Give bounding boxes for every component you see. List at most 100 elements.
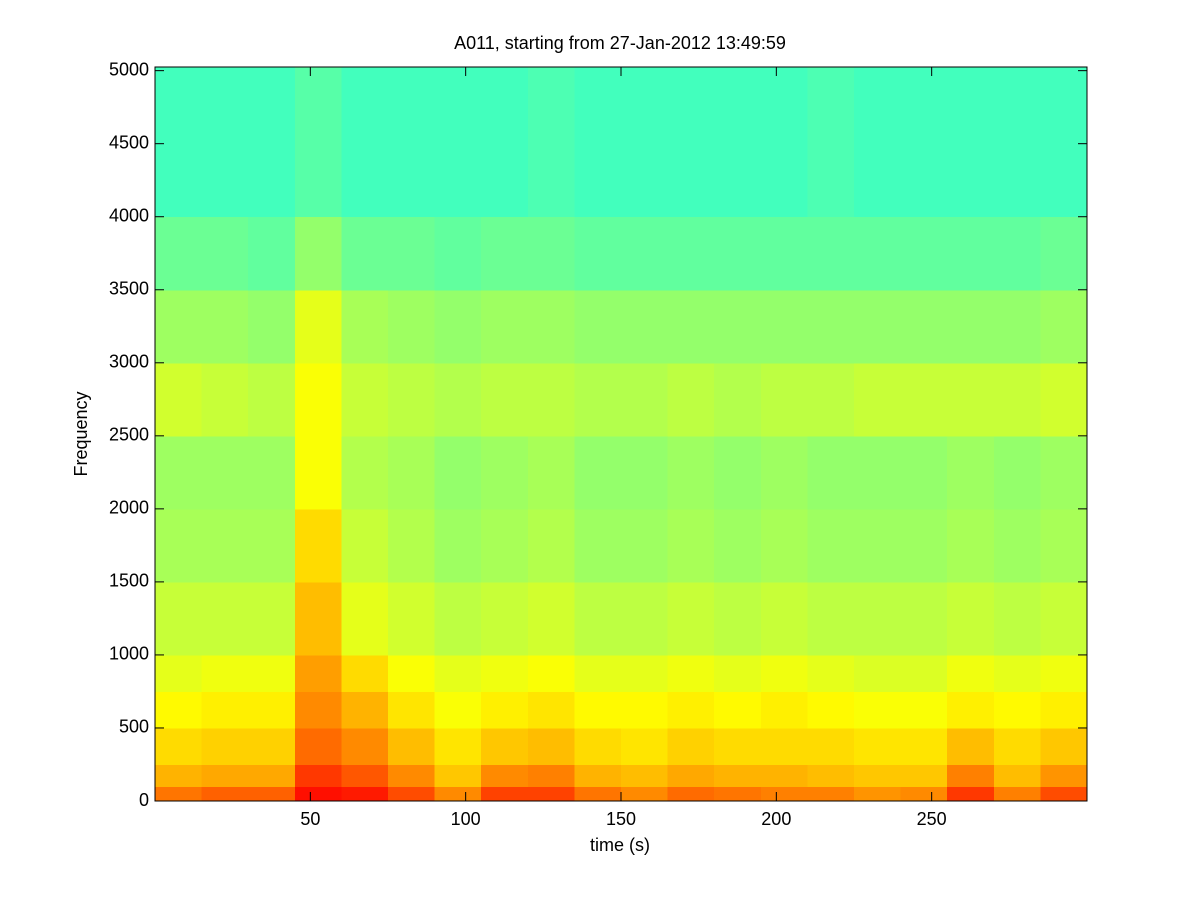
heatmap-cell: [201, 727, 249, 765]
x-tick-label: 200: [761, 809, 791, 829]
heatmap-cell: [574, 786, 622, 802]
heatmap-cell: [434, 654, 482, 692]
heatmap-cell: [760, 581, 808, 656]
heatmap-cell: [388, 508, 436, 583]
heatmap-cell: [248, 289, 296, 364]
heatmap-cell: [947, 581, 995, 656]
heatmap-cell: [854, 727, 902, 765]
heatmap-cell: [341, 216, 389, 291]
heatmap-cell: [201, 691, 249, 729]
heatmap-cell: [621, 786, 669, 802]
heatmap-cell: [248, 508, 296, 583]
heatmap-cell: [1040, 435, 1088, 510]
heatmap-cell: [155, 67, 203, 218]
heatmap-cell: [388, 67, 436, 218]
heatmap-cell: [900, 727, 948, 765]
y-tick-label: 4500: [109, 132, 149, 152]
heatmap-cell: [900, 362, 948, 437]
heatmap-cell: [155, 654, 203, 692]
y-tick-label: 0: [139, 790, 149, 810]
heatmap-cell: [807, 508, 855, 583]
heatmap-cell: [388, 764, 436, 787]
heatmap-cell: [1040, 67, 1088, 218]
heatmap-cell: [434, 67, 482, 218]
heatmap-cell: [201, 289, 249, 364]
heatmap-cell: [714, 764, 762, 787]
heatmap-cell: [854, 508, 902, 583]
heatmap-cell: [1040, 362, 1088, 437]
heatmap-cell: [388, 581, 436, 656]
heatmap-cell: [993, 786, 1041, 802]
heatmap-cell: [527, 216, 575, 291]
heatmap-cell: [900, 786, 948, 802]
heatmap-cell: [854, 435, 902, 510]
heatmap-cell: [947, 508, 995, 583]
heatmap-cell: [294, 435, 342, 510]
heatmap-cell: [294, 691, 342, 729]
heatmap-cell: [760, 786, 808, 802]
heatmap-cell: [434, 581, 482, 656]
heatmap-cell: [294, 67, 342, 218]
heatmap-cell: [854, 654, 902, 692]
heatmap-cell: [854, 216, 902, 291]
heatmap-cell: [574, 289, 622, 364]
y-tick-label: 4000: [109, 205, 149, 225]
heatmap-cell: [621, 435, 669, 510]
heatmap-cell: [155, 691, 203, 729]
heatmap-cell: [667, 362, 715, 437]
heatmap-cell: [621, 216, 669, 291]
heatmap-cell: [807, 67, 855, 218]
heatmap-cell: [527, 691, 575, 729]
heatmap-cell: [388, 216, 436, 291]
heatmap-cell: [341, 362, 389, 437]
heatmap-cell: [854, 691, 902, 729]
heatmap-cell: [1040, 508, 1088, 583]
heatmap-cell: [201, 508, 249, 583]
heatmap-cell: [481, 289, 529, 364]
heatmap-cell: [155, 581, 203, 656]
chart-title: A011, starting from 27-Jan-2012 13:49:59: [454, 33, 786, 53]
x-tick-label: 250: [917, 809, 947, 829]
heatmap-cell: [714, 216, 762, 291]
heatmap-cell: [481, 727, 529, 765]
heatmap-cell: [993, 216, 1041, 291]
heatmap-cell: [667, 654, 715, 692]
heatmap-cell: [481, 67, 529, 218]
x-tick-label: 100: [451, 809, 481, 829]
heatmap-cell: [155, 764, 203, 787]
heatmap-cell: [434, 508, 482, 583]
heatmap-cell: [947, 289, 995, 364]
heatmap-cell: [201, 362, 249, 437]
heatmap-cell: [201, 654, 249, 692]
heatmap-cell: [993, 581, 1041, 656]
heatmap-cell: [760, 67, 808, 218]
heatmap-cell: [574, 67, 622, 218]
heatmap-cell: [1040, 786, 1088, 802]
heatmap-cell: [900, 764, 948, 787]
heatmap-cell: [481, 764, 529, 787]
heatmap-cell: [807, 786, 855, 802]
heatmap-cell: [621, 764, 669, 787]
heatmap-cell: [155, 435, 203, 510]
heatmap-cell: [294, 727, 342, 765]
y-tick-label: 1500: [109, 571, 149, 591]
heatmap-cell: [993, 764, 1041, 787]
heatmap-cell: [434, 435, 482, 510]
heatmap-cell: [248, 764, 296, 787]
y-tick-label: 3000: [109, 352, 149, 372]
heatmap-cell: [900, 691, 948, 729]
heatmap-cell: [434, 764, 482, 787]
heatmap-cell: [341, 581, 389, 656]
heatmap-cell: [900, 289, 948, 364]
heatmap-cell: [760, 289, 808, 364]
heatmap-cell: [947, 216, 995, 291]
heatmap-cell: [201, 216, 249, 291]
heatmap-cell: [854, 67, 902, 218]
heatmap-cell: [248, 67, 296, 218]
heatmap-cell: [900, 508, 948, 583]
heatmap-cell: [574, 581, 622, 656]
heatmap-cell: [807, 289, 855, 364]
heatmap-cell: [947, 727, 995, 765]
y-tick-label: 2000: [109, 498, 149, 518]
